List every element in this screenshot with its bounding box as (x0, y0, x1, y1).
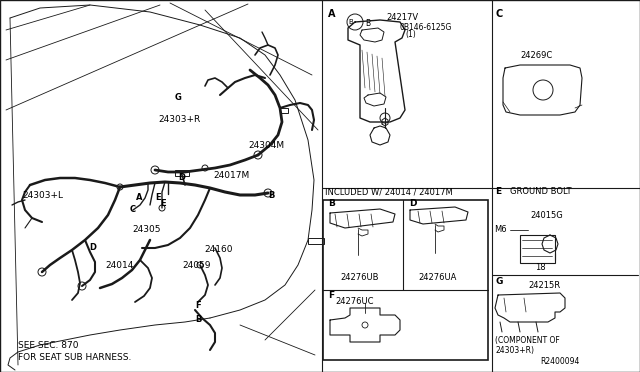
Text: A: A (328, 9, 335, 19)
Text: 24059: 24059 (182, 260, 211, 269)
Text: B: B (365, 19, 371, 29)
Text: 0B146-6125G: 0B146-6125G (400, 22, 452, 32)
Text: R2400094: R2400094 (541, 357, 580, 366)
Text: B: B (328, 199, 335, 208)
Text: B: B (349, 19, 353, 25)
Text: 24303+L: 24303+L (22, 190, 63, 199)
Text: SEE SEC. 870: SEE SEC. 870 (18, 340, 79, 350)
Text: B: B (268, 190, 275, 199)
Text: 24304M: 24304M (248, 141, 284, 150)
Text: C: C (495, 9, 502, 19)
Text: G: G (175, 93, 182, 103)
Text: F: F (195, 301, 200, 310)
Text: F: F (328, 291, 334, 299)
Text: 18: 18 (535, 263, 546, 272)
Text: 24015G: 24015G (530, 211, 563, 219)
Text: 24276UB: 24276UB (340, 273, 378, 282)
Text: E: E (155, 193, 161, 202)
Text: INCLUDED W/ 24014 / 24017M: INCLUDED W/ 24014 / 24017M (325, 187, 452, 196)
Text: E: E (495, 187, 501, 196)
Bar (323, 200, 488, 360)
Text: D: D (178, 173, 185, 183)
Text: 24305: 24305 (132, 225, 161, 234)
Text: 24303+R: 24303+R (158, 115, 200, 125)
Text: 24303+R): 24303+R) (495, 346, 534, 355)
Bar (308, 238, 324, 244)
Text: FOR SEAT SUB HARNESS.: FOR SEAT SUB HARNESS. (18, 353, 131, 362)
Text: (COMPONENT OF: (COMPONENT OF (495, 336, 560, 344)
Text: A: A (136, 193, 143, 202)
Text: 24215R: 24215R (528, 280, 560, 289)
Text: 24160: 24160 (204, 246, 232, 254)
Text: D: D (89, 243, 96, 251)
Text: E: E (160, 199, 166, 208)
Text: 24014: 24014 (105, 260, 133, 269)
Bar (175, 170, 189, 176)
Text: B: B (195, 315, 202, 324)
Text: (1): (1) (405, 31, 416, 39)
Text: C: C (130, 205, 136, 215)
Text: M6: M6 (494, 225, 507, 234)
Text: 24017M: 24017M (213, 170, 249, 180)
Text: 24269C: 24269C (520, 51, 552, 60)
Text: 24217V: 24217V (386, 13, 418, 22)
Text: 24276UA: 24276UA (418, 273, 456, 282)
Text: 24276UC: 24276UC (335, 298, 374, 307)
Bar (280, 108, 288, 113)
Text: GROUND BOLT: GROUND BOLT (510, 187, 572, 196)
Text: G: G (495, 278, 502, 286)
Text: D: D (409, 199, 417, 208)
Bar (520, 235, 555, 263)
